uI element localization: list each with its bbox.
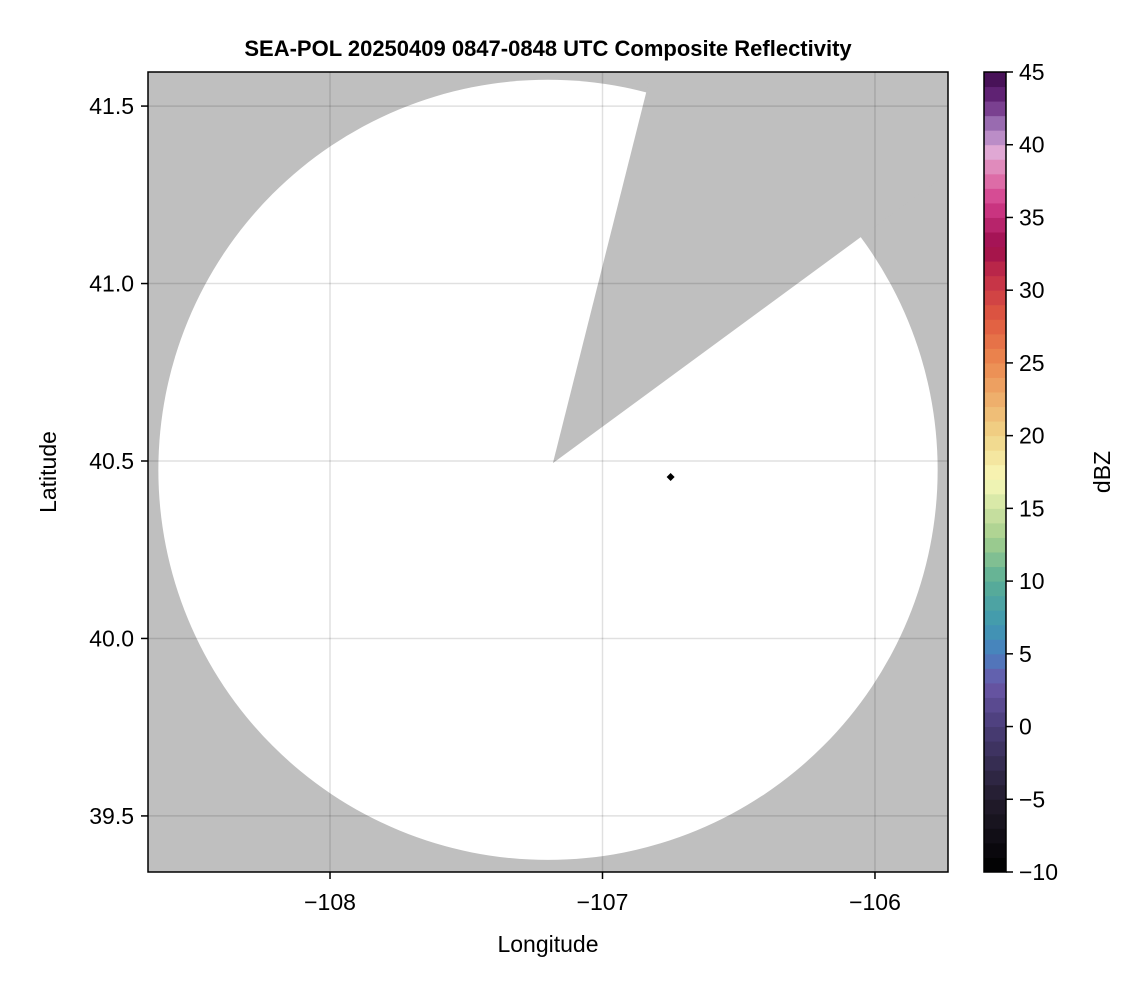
colorbar-bin (984, 653, 1006, 669)
x-axis-label: Longitude (497, 931, 598, 957)
colorbar-tick-label: 5 (1019, 641, 1032, 667)
colorbar-bin (984, 232, 1006, 248)
y-tick-label: 40.5 (89, 448, 134, 474)
y-tick-label: 41.0 (89, 271, 134, 297)
grid-lines (148, 72, 948, 872)
colorbar-bin (984, 842, 1006, 858)
x-tick-label: −106 (849, 889, 901, 915)
colorbar-bin (984, 813, 1006, 829)
colorbar-bin (984, 86, 1006, 102)
colorbar-bin (984, 377, 1006, 393)
plot-area (148, 72, 948, 872)
x-axis: −108 −107 −106 (304, 872, 901, 915)
colorbar-bin (984, 479, 1006, 495)
colorbar-tick-label: −5 (1019, 786, 1045, 812)
colorbar-bin (984, 464, 1006, 480)
colorbar-bin (984, 304, 1006, 320)
colorbar-bin (984, 522, 1006, 538)
colorbar-bin (984, 333, 1006, 349)
colorbar-bin (984, 799, 1006, 815)
colorbar-bin (984, 319, 1006, 335)
colorbar-bin (984, 261, 1006, 277)
y-tick-label: 39.5 (89, 803, 134, 829)
colorbar-bin (984, 624, 1006, 640)
colorbar-tick-label: 25 (1019, 350, 1045, 376)
colorbar-tick-label: 35 (1019, 204, 1045, 230)
colorbar-bin (984, 348, 1006, 364)
colorbar-bin (984, 362, 1006, 378)
colorbar-tick-label: 10 (1019, 568, 1045, 594)
colorbar-label: dBZ (1089, 451, 1115, 493)
colorbar-bin (984, 392, 1006, 408)
colorbar-bin (984, 406, 1006, 422)
colorbar-bin (984, 697, 1006, 713)
colorbar-bin (984, 712, 1006, 728)
colorbar-tick-label: 15 (1019, 495, 1045, 521)
colorbar-bin (984, 552, 1006, 568)
chart-title: SEA-POL 20250409 0847-0848 UTC Composite… (244, 36, 852, 61)
colorbar-bin (984, 639, 1006, 655)
colorbar: −10 −5 0 5 10 15 20 25 30 35 40 45 (983, 59, 1058, 885)
colorbar-bin (984, 566, 1006, 582)
y-tick-label: 40.0 (89, 625, 134, 651)
colorbar-bin (984, 72, 1006, 88)
colorbar-bin (984, 493, 1006, 509)
colorbar-bin (984, 435, 1006, 451)
colorbar-bin (984, 770, 1006, 786)
colorbar-bin (984, 537, 1006, 553)
y-tick-label: 41.5 (89, 93, 134, 119)
radar-location-marker (666, 472, 675, 481)
colorbar-bin (984, 610, 1006, 626)
colorbar-bin (984, 784, 1006, 800)
colorbar-bin (984, 421, 1006, 437)
colorbar-bin (984, 246, 1006, 262)
colorbar-frame (983, 71, 1007, 873)
colorbar-bin (984, 741, 1006, 757)
colorbar-bin (984, 450, 1006, 466)
colorbar-bin (984, 857, 1006, 873)
colorbar-tick-label: 0 (1019, 714, 1032, 740)
colorbar-bin (984, 217, 1006, 233)
colorbar-bin (984, 595, 1006, 611)
colorbar-tick-label: 20 (1019, 423, 1045, 449)
colorbar-bin (984, 755, 1006, 771)
colorbar-bin (984, 130, 1006, 146)
plot-frame (147, 71, 949, 873)
x-tick-label: −107 (577, 889, 629, 915)
colorbar-bin (984, 144, 1006, 160)
y-axis-label: Latitude (35, 431, 61, 513)
blocked-sector (552, 72, 948, 464)
colorbar-tick-label: 45 (1019, 59, 1045, 85)
colorbar-bin (984, 508, 1006, 524)
colorbar-tick-label: 30 (1019, 277, 1045, 303)
colorbar-bin (984, 828, 1006, 844)
colorbar-bin (984, 275, 1006, 291)
colorbar-bin (984, 581, 1006, 597)
colorbar-bin (984, 188, 1006, 204)
colorbar-bin (984, 173, 1006, 189)
colorbar-bin (984, 290, 1006, 306)
colorbar-bin (984, 159, 1006, 175)
colorbar-bin (984, 202, 1006, 218)
colorbar-bin (984, 101, 1006, 117)
x-tick-label: −108 (304, 889, 356, 915)
colorbar-tick-label: 40 (1019, 132, 1045, 158)
colorbar-bin (984, 115, 1006, 131)
colorbar-bin (984, 668, 1006, 684)
colorbar-bin (984, 682, 1006, 698)
colorbar-bin (984, 726, 1006, 742)
colorbar-tick-label: −10 (1019, 859, 1058, 885)
y-axis: 39.5 40.0 40.5 41.0 41.5 (89, 93, 148, 829)
